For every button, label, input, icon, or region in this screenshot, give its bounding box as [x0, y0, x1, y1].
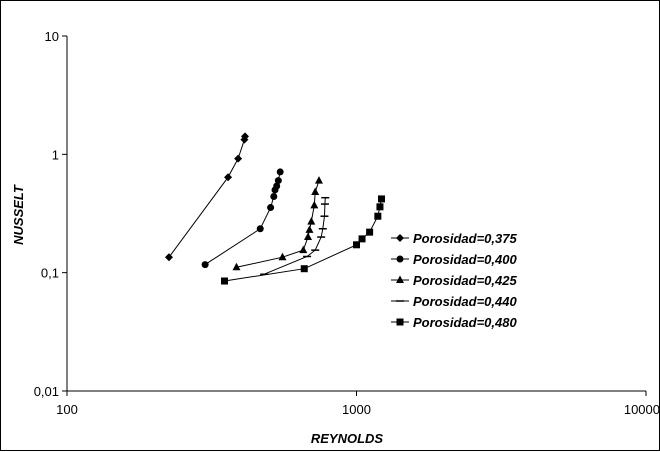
- circle-marker: [201, 261, 209, 269]
- diamond-marker: [241, 132, 250, 141]
- circle-marker: [274, 177, 282, 185]
- x-tick-label: 10000: [624, 402, 660, 417]
- diamond-marker: [164, 253, 173, 262]
- y-tick-label: 1: [52, 147, 59, 162]
- series-markers: [164, 132, 386, 285]
- triangle-marker: [232, 262, 241, 271]
- legend-label: Porosidad=0,400: [413, 252, 517, 267]
- y-axis-label: NUSSELT: [11, 184, 26, 245]
- circle-marker: [276, 168, 284, 176]
- square-marker: [366, 228, 374, 236]
- legend-label: Porosidad=0,425: [413, 273, 517, 288]
- triangle-marker: [310, 200, 319, 209]
- circle-marker: [256, 225, 264, 233]
- series-line-3: [236, 180, 320, 268]
- x-tick-label: 100: [56, 402, 78, 417]
- square-marker: [374, 212, 382, 220]
- square-marker: [300, 265, 308, 273]
- square-marker: [221, 277, 229, 285]
- triangle-marker: [278, 252, 287, 261]
- legend-label: Porosidad=0,480: [413, 315, 517, 330]
- circle-marker: [396, 255, 404, 263]
- axes: [62, 35, 647, 396]
- legend-label: Porosidad=0,375: [413, 231, 517, 246]
- diamond-marker: [224, 173, 233, 182]
- diamond-marker: [396, 234, 404, 242]
- y-tick-label: 10: [45, 29, 59, 44]
- series-line-4: [264, 197, 326, 275]
- square-marker: [376, 203, 384, 211]
- triangle-marker: [304, 232, 313, 241]
- triangle-marker: [307, 217, 316, 225]
- legend: Porosidad=0,375 Porosidad=0,400 Porosidad=…: [391, 231, 517, 330]
- triangle-marker: [299, 245, 308, 254]
- y-tick-label: 0,1: [41, 266, 59, 281]
- x-axis-label: REYNOLDS: [311, 431, 384, 446]
- x-tick-label: 1000: [342, 402, 371, 417]
- triangle-marker: [311, 187, 320, 196]
- triangle-marker: [314, 176, 323, 184]
- circle-marker: [270, 193, 278, 201]
- square-marker: [358, 235, 366, 243]
- triangle-marker: [396, 275, 404, 283]
- series-line-2: [204, 171, 281, 266]
- circle-marker: [273, 182, 281, 190]
- legend-label: Porosidad=0,440: [413, 294, 517, 309]
- square-marker: [353, 241, 360, 249]
- tick-labels: 0,01 0,1 1 10 100 1000 10000: [34, 29, 660, 417]
- triangle-marker: [305, 225, 314, 233]
- series-line-1: [168, 136, 246, 258]
- series-lines: [168, 136, 382, 282]
- circle-marker: [267, 204, 275, 212]
- square-marker: [378, 195, 386, 203]
- y-tick-label: 0,01: [34, 384, 59, 399]
- diamond-marker: [234, 154, 243, 163]
- square-marker: [396, 318, 404, 326]
